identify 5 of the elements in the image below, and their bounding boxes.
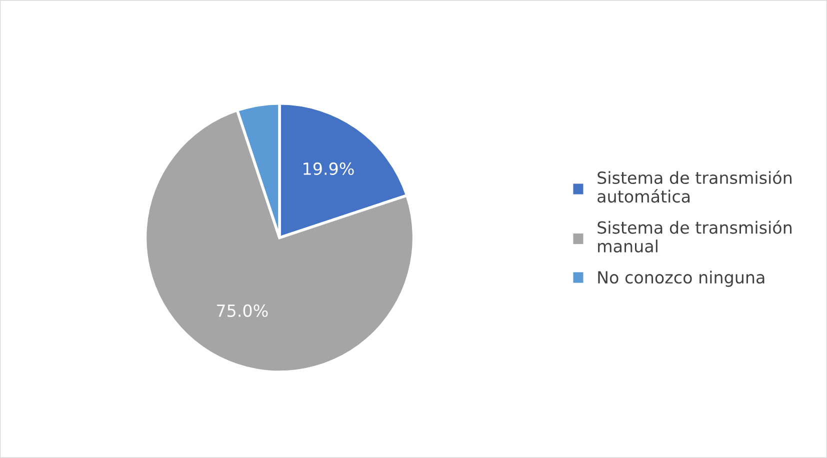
data-label: 19.9% (304, 162, 354, 176)
legend-label: Sistema de transmisión manual (598, 220, 792, 252)
legend-label: No conozco ninguna (598, 270, 764, 287)
legend-label: Sistema de transmisión automática (598, 170, 792, 203)
data-label: 75.0% (217, 304, 268, 317)
